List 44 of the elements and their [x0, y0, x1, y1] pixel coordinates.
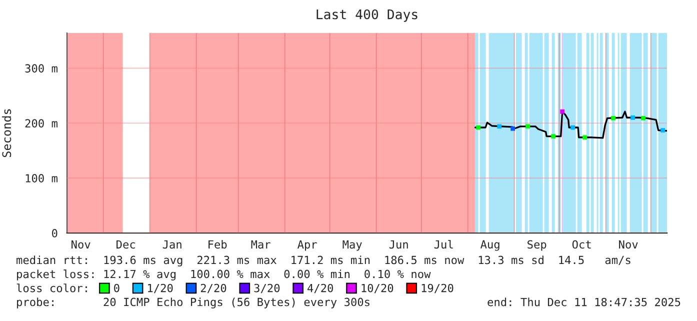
text: median rtt: 193.6 ms avg 221.3 ms max 171.2 ms min 186.5 ms now 13.3 ms sd 14.5 am/s [16, 256, 630, 266]
legend-label: 1/20 [148, 284, 173, 294]
point [510, 126, 516, 131]
x-tick-label: Feb [208, 240, 227, 249]
legend-label: 3/20 [254, 284, 280, 294]
point [641, 116, 646, 120]
point [570, 125, 576, 130]
x-tick-label: Sep [528, 240, 546, 251]
legend-label: 2/20 [200, 284, 226, 294]
text: probe: 20 ICMP Echo Pings (56 Bytes) every 300s [17, 298, 370, 308]
x-tick-label: Aug [480, 240, 500, 251]
legend-title: loss color: [16, 284, 87, 292]
legend-label: 0 [114, 284, 120, 292]
x-tick-label: May [342, 240, 362, 251]
y-axis-title: Seconds [2, 109, 12, 158]
x-tick-label: Jan [162, 240, 182, 249]
point [526, 124, 530, 129]
text: packet loss: 12.17 % avg 100.00 % max 0.00 % min 0.10 % now [17, 270, 431, 280]
y-tick-label: 200 m [25, 119, 58, 128]
point [660, 128, 666, 132]
point [611, 116, 616, 120]
line-series [474, 110, 667, 139]
x-tick-label: Apr [297, 240, 317, 251]
point [551, 134, 556, 138]
point [560, 109, 565, 114]
y-tick-label: 300 m [25, 64, 58, 73]
x-tick-label: Jul [434, 240, 453, 249]
point [476, 125, 481, 130]
x-tick-label: Oct [572, 240, 591, 249]
point [497, 124, 502, 129]
y-tick-label: 0 [52, 229, 58, 238]
point [582, 135, 588, 140]
x-tick-label: Nov [72, 240, 90, 249]
chart-title: Last 400 Days [316, 9, 418, 22]
x-tick-label: Jun [389, 240, 408, 249]
x-tick-label: Mar [251, 240, 270, 249]
legend-label: 19/20 [422, 284, 454, 294]
x-tick-label: Dec [116, 240, 135, 249]
x-tick-label: Nov [619, 240, 638, 249]
y-tick-label: 100 m [26, 174, 58, 182]
text: end: Thu Dec 11 18:47:35 2025 [488, 298, 680, 306]
legend-label: 4/20 [308, 284, 333, 294]
point [630, 115, 636, 120]
legend-label: 10/20 [362, 284, 394, 294]
